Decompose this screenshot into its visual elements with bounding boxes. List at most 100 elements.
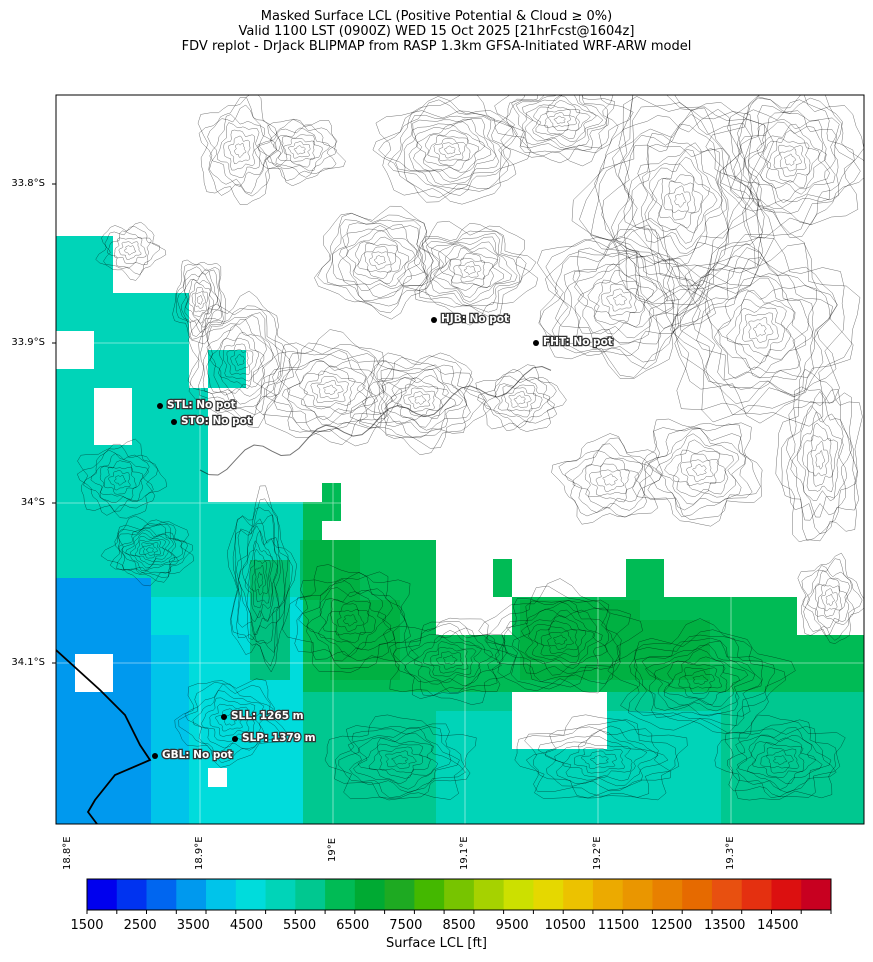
contour-line (254, 342, 402, 445)
lcl-cell (303, 521, 322, 540)
colorbar-swatch (87, 879, 118, 910)
colorbar-swatch (116, 879, 147, 910)
contour-line (286, 360, 368, 421)
lcl-cell (284, 692, 303, 711)
contour-line (511, 95, 609, 151)
contour-line (175, 263, 224, 340)
lcl-cell (607, 806, 626, 824)
lcl-cell (740, 635, 759, 654)
lcl-cell (132, 293, 151, 312)
lcl-cell (683, 806, 702, 824)
contour-line (384, 750, 417, 769)
lcl-cell (265, 502, 284, 521)
contour-line (534, 620, 587, 657)
lcl-cell (113, 787, 132, 806)
contour-line (663, 180, 697, 221)
contour-line (773, 144, 807, 177)
contour-line (416, 124, 486, 173)
lcl-cell (208, 559, 227, 578)
contour-line (670, 242, 838, 415)
lcl-cell (94, 692, 113, 711)
colorbar-swatch (354, 879, 385, 910)
lcl-cell (300, 540, 360, 600)
lcl-cell (56, 388, 75, 407)
contour-line (653, 648, 749, 707)
lcl-cell (75, 483, 94, 502)
contour-line (218, 332, 265, 389)
lcl-cell (170, 806, 189, 824)
contour-line (667, 233, 861, 427)
contour-line (188, 290, 300, 428)
contour-line (390, 377, 449, 420)
contour-line (206, 318, 274, 397)
lcl-cell (683, 711, 702, 730)
contour-line (174, 678, 289, 768)
contour-line (438, 142, 461, 159)
colorbar-swatch (384, 879, 415, 910)
contour-line (533, 100, 591, 140)
lcl-cell (132, 730, 151, 749)
lcl-cell (759, 787, 778, 806)
lcl-cell (721, 787, 740, 806)
lcl-cell (75, 426, 94, 445)
lcl-cell (227, 768, 246, 787)
colorbar-tick-label: 14500 (757, 918, 799, 933)
lat-label-33-9: 33.9°S (11, 337, 45, 348)
lcl-cell (740, 787, 759, 806)
lcl-cell (284, 768, 303, 787)
lcl-cell (417, 616, 436, 635)
lcl-cell (379, 749, 398, 768)
contour-line (443, 654, 458, 665)
lcl-cell (740, 730, 759, 749)
lcl-cell (75, 768, 94, 787)
lcl-cell (151, 711, 170, 730)
lcl-cell (113, 331, 132, 350)
lcl-cell (113, 730, 132, 749)
contour-line (145, 546, 154, 554)
contour-line (423, 130, 480, 171)
contour-line (704, 273, 814, 381)
colorbar-swatch (235, 879, 266, 910)
lcl-cell (75, 293, 94, 312)
contour-line (339, 225, 420, 291)
lat-label-34-0: 34°S (20, 497, 45, 508)
station-marker-hjb (431, 317, 437, 323)
contour-line (273, 127, 331, 172)
lcl-cell (398, 673, 417, 692)
lcl-cell (721, 692, 740, 711)
lcl-cell (132, 673, 151, 692)
contour-line (429, 241, 512, 303)
lcl-cell (189, 768, 208, 787)
contour-line (332, 222, 428, 302)
lcl-cell (170, 293, 189, 312)
lcl-cell (474, 787, 493, 806)
lcl-cell (626, 692, 645, 711)
lcl-cell (569, 787, 588, 806)
contour-line (658, 174, 703, 229)
lcl-cell (170, 635, 189, 654)
lcl-cell (170, 768, 189, 787)
contour-line (752, 323, 767, 337)
contour-line (337, 224, 426, 299)
lcl-cell (607, 711, 626, 730)
lcl-cell (455, 635, 474, 654)
colorbar-swatch (146, 879, 177, 910)
lcl-cell (227, 692, 246, 711)
lcl-cell (132, 407, 151, 426)
contour-line (747, 121, 830, 204)
lcl-cell (132, 654, 151, 673)
contour-line (427, 236, 518, 305)
lcl-cell (664, 806, 683, 824)
contour-line (548, 112, 571, 128)
lcl-cell (265, 749, 284, 768)
lcl-cell (854, 692, 864, 711)
lat-label-33-8: 33.8°S (11, 178, 45, 189)
contour-line (414, 222, 537, 318)
lcl-cell (151, 350, 170, 369)
lcl-cell (113, 559, 132, 578)
contour-line (436, 651, 464, 670)
lcl-cell (360, 540, 379, 559)
contour-line (433, 138, 466, 162)
lcl-cell (341, 787, 360, 806)
lcl-cell (151, 768, 170, 787)
